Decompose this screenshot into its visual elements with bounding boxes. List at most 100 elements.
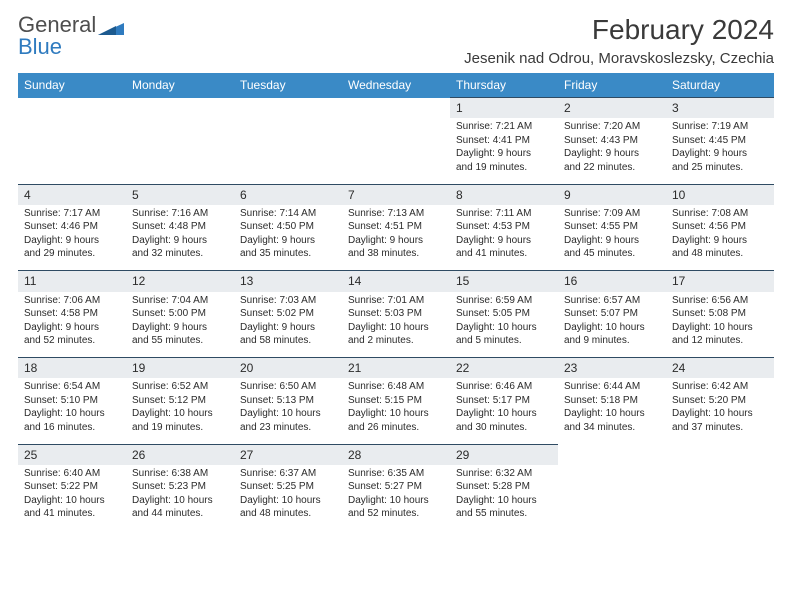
header-block: General Blue February 2024 Jesenik nad O… [18,14,774,67]
daylight-text: and 26 minutes. [348,421,444,435]
sunset-text: Sunset: 5:20 PM [672,394,768,408]
daylight-text: and 41 minutes. [24,507,120,521]
calendar-table: Sunday Monday Tuesday Wednesday Thursday… [18,73,774,531]
daylight-text: Daylight: 9 hours [24,321,120,335]
day-number-cell: 17 [666,271,774,292]
day-number-cell: 5 [126,184,234,205]
day-number-cell: 11 [18,271,126,292]
daylight-text: Daylight: 10 hours [24,407,120,421]
daylight-text: Daylight: 9 hours [132,234,228,248]
day-number-cell [234,98,342,119]
title-block: February 2024 Jesenik nad Odrou, Moravsk… [464,14,774,67]
day-number-cell: 7 [342,184,450,205]
day-content-cell: Sunrise: 6:50 AMSunset: 5:13 PMDaylight:… [234,378,342,444]
sunrise-text: Sunrise: 6:42 AM [672,380,768,394]
day-number-cell: 20 [234,358,342,379]
daylight-text: Daylight: 9 hours [456,234,552,248]
day-number-cell [342,98,450,119]
day-number-cell [126,98,234,119]
day-number-cell: 19 [126,358,234,379]
daylight-text: Daylight: 10 hours [456,321,552,335]
sunset-text: Sunset: 4:41 PM [456,134,552,148]
sunset-text: Sunset: 4:43 PM [564,134,660,148]
sunset-text: Sunset: 5:28 PM [456,480,552,494]
daylight-text: and 22 minutes. [564,161,660,175]
daylight-text: and 19 minutes. [456,161,552,175]
day-content-cell: Sunrise: 7:13 AMSunset: 4:51 PMDaylight:… [342,205,450,271]
day-number-cell: 29 [450,444,558,465]
day-content-cell: Sunrise: 6:35 AMSunset: 5:27 PMDaylight:… [342,465,450,531]
sunset-text: Sunset: 5:27 PM [348,480,444,494]
sunset-text: Sunset: 5:10 PM [24,394,120,408]
daynum-row: 18192021222324 [18,358,774,379]
sunset-text: Sunset: 5:22 PM [24,480,120,494]
daylight-text: and 45 minutes. [564,247,660,261]
day-number-cell: 8 [450,184,558,205]
sunset-text: Sunset: 5:08 PM [672,307,768,321]
sunset-text: Sunset: 4:45 PM [672,134,768,148]
day-content-cell: Sunrise: 7:11 AMSunset: 4:53 PMDaylight:… [450,205,558,271]
daylight-text: and 37 minutes. [672,421,768,435]
daylight-text: and 52 minutes. [348,507,444,521]
weekday-header: Wednesday [342,73,450,98]
sunrise-text: Sunrise: 7:17 AM [24,207,120,221]
day-content-cell: Sunrise: 6:46 AMSunset: 5:17 PMDaylight:… [450,378,558,444]
daylight-text: Daylight: 9 hours [672,234,768,248]
logo: General Blue [18,14,124,58]
sunrise-text: Sunrise: 6:52 AM [132,380,228,394]
day-number-cell: 16 [558,271,666,292]
daynum-row: 11121314151617 [18,271,774,292]
content-row: Sunrise: 6:40 AMSunset: 5:22 PM Daylight:… [18,465,774,531]
weekday-header: Tuesday [234,73,342,98]
daylight-text: and 19 minutes. [132,421,228,435]
day-number-cell: 21 [342,358,450,379]
daynum-row: 45678910 [18,184,774,205]
daylight-text: and 32 minutes. [132,247,228,261]
day-number-cell: 25 [18,444,126,465]
sunrise-text: Sunrise: 6:40 AM [24,467,120,481]
daylight-text: Daylight: 9 hours [456,147,552,161]
daylight-text: Daylight: 9 hours [564,234,660,248]
daylight-text: Daylight: 10 hours [348,407,444,421]
sunrise-text: Sunrise: 7:01 AM [348,294,444,308]
day-content-cell [234,118,342,184]
sunrise-text: Sunrise: 7:09 AM [564,207,660,221]
day-content-cell: Sunrise: 6:57 AMSunset: 5:07 PMDaylight:… [558,292,666,358]
sunrise-text: Sunrise: 7:08 AM [672,207,768,221]
sunset-text: Sunset: 5:02 PM [240,307,336,321]
daylight-text: Daylight: 9 hours [348,234,444,248]
daylight-text: Daylight: 10 hours [456,494,552,508]
daylight-text: and 34 minutes. [564,421,660,435]
daylight-text: and 55 minutes. [456,507,552,521]
sunset-text: Sunset: 5:00 PM [132,307,228,321]
daylight-text: and 35 minutes. [240,247,336,261]
sunrise-text: Sunrise: 6:38 AM [132,467,228,481]
day-content-cell: Sunrise: 6:54 AMSunset: 5:10 PMDaylight:… [18,378,126,444]
day-number-cell [666,444,774,465]
weekday-header-row: Sunday Monday Tuesday Wednesday Thursday… [18,73,774,98]
day-content-cell: Sunrise: 7:09 AMSunset: 4:55 PMDaylight:… [558,205,666,271]
sunrise-text: Sunrise: 6:57 AM [564,294,660,308]
weekday-header: Saturday [666,73,774,98]
daylight-text: Daylight: 9 hours [132,321,228,335]
sunset-text: Sunset: 5:23 PM [132,480,228,494]
day-content-cell: Sunrise: 7:03 AMSunset: 5:02 PMDaylight:… [234,292,342,358]
daynum-row: 123 [18,98,774,119]
daylight-text: and 55 minutes. [132,334,228,348]
day-content-cell: Sunrise: 7:21 AMSunset: 4:41 PMDaylight:… [450,118,558,184]
daylight-text: Daylight: 10 hours [564,407,660,421]
day-number-cell: 23 [558,358,666,379]
daylight-text: Daylight: 9 hours [672,147,768,161]
sunrise-text: Sunrise: 7:19 AM [672,120,768,134]
sunset-text: Sunset: 5:05 PM [456,307,552,321]
daylight-text: Daylight: 10 hours [240,407,336,421]
day-content-cell: Sunrise: 6:38 AMSunset: 5:23 PMDaylight:… [126,465,234,531]
sunset-text: Sunset: 5:03 PM [348,307,444,321]
daylight-text: Daylight: 10 hours [240,494,336,508]
daylight-text: Daylight: 9 hours [240,321,336,335]
sunrise-text: Sunrise: 6:48 AM [348,380,444,394]
daylight-text: and 48 minutes. [240,507,336,521]
sunrise-text: Sunrise: 7:04 AM [132,294,228,308]
daylight-text: Daylight: 10 hours [348,494,444,508]
content-row: Sunrise: 7:21 AMSunset: 4:41 PMDaylight:… [18,118,774,184]
